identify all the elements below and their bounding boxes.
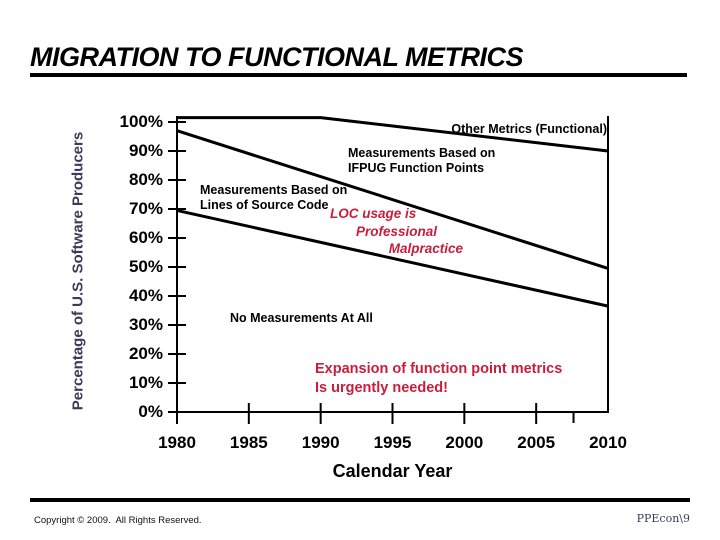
y-tick-label: 60% [128, 228, 163, 247]
x-tick-label: 1990 [301, 433, 340, 452]
chart-line-other-metrics-upper-boundary [177, 116, 609, 153]
x-tick-label: 1985 [229, 433, 268, 452]
y-tick-label: 100% [119, 112, 163, 131]
y-tick-label: 10% [128, 373, 163, 392]
document-reference: PPEcon\9 [636, 512, 690, 525]
loc-malpractice-line-3: Malpractice [388, 241, 463, 256]
footer-divider [30, 498, 690, 502]
copyright-notice: Copyright © 2009. All Rights Reserved. [34, 515, 202, 526]
x-tick-label: 2010 [589, 433, 627, 452]
annotation-ifpug-function-points: Measurements Based on IFPUG Function Poi… [348, 146, 496, 175]
title-underline [30, 73, 687, 77]
chart-line-ifpug-upper-boundary [176, 129, 609, 270]
y-tick-label: 50% [128, 257, 163, 276]
x-axis-title: Calendar Year [332, 461, 453, 481]
y-tick-label: 0% [138, 402, 163, 421]
y-tick-label: 40% [128, 286, 163, 305]
loc-malpractice-line-1: LOC usage is [330, 206, 417, 221]
y-tick-label: 30% [128, 315, 163, 334]
x-tick-label: 1995 [373, 433, 412, 452]
x-tick-label: 1980 [158, 433, 196, 452]
x-tick-label: 2005 [517, 433, 556, 452]
annotation-no-measurements: No Measurements At All [230, 311, 373, 325]
y-tick-label: 90% [128, 141, 163, 160]
annotation-lines-of-source-code: Measurements Based on Lines of Source Co… [200, 183, 348, 212]
y-tick-label: 80% [128, 170, 163, 189]
annotation-expansion-needed: Expansion of function point metrics Is u… [315, 361, 563, 396]
x-tick-label: 2000 [445, 433, 484, 452]
chart-line-loc-upper-boundary [176, 208, 609, 308]
loc-malpractice-line-2: Professional [355, 223, 438, 239]
y-tick-label: 70% [128, 199, 163, 218]
y-tick-label: 20% [128, 344, 163, 363]
slide-title: MIGRATION TO FUNCTIONAL METRICS [30, 42, 523, 72]
annotation-loc-malpractice: LOC usage is Professional Malpractice [330, 205, 463, 258]
annotation-other-metrics: Other Metrics (Functional) [451, 122, 607, 136]
